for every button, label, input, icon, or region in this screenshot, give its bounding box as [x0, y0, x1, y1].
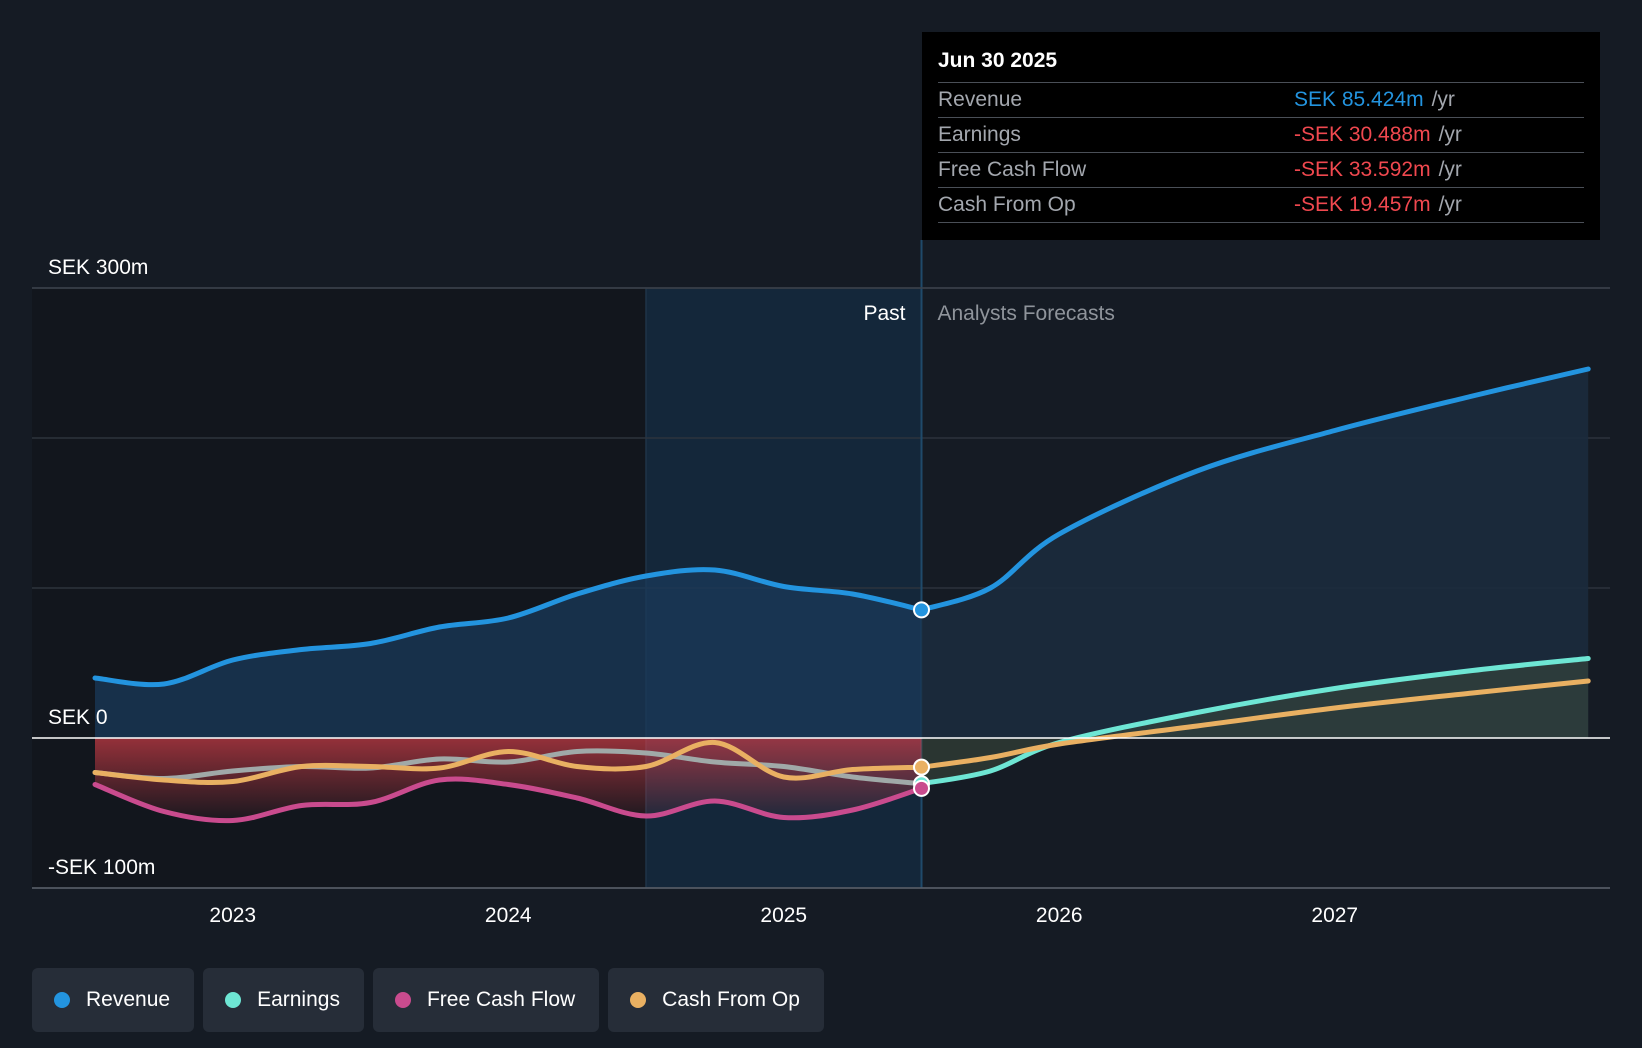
x-tick-label: 2023 — [209, 904, 256, 927]
tooltip-value: -SEK 33.592m — [1294, 158, 1431, 181]
free-cash-flow-past-line — [92, 776, 924, 824]
x-tick-label: 2024 — [485, 904, 532, 927]
free-cash-flow-dot-icon — [394, 992, 411, 1008]
tooltip-value: SEK 85.424m — [1294, 88, 1424, 111]
marker-layer — [913, 601, 930, 797]
cash-from-op-forecast-line — [919, 678, 1591, 770]
tooltip-label: Earnings — [938, 123, 1021, 146]
legend-label: Free Cash Flow — [426, 988, 576, 1011]
tooltip-panel: Jun 30 2025 Revenue SEK 85.424m /yr Earn… — [922, 32, 1600, 240]
x-tick-label: 2027 — [1311, 904, 1358, 927]
tooltip-date: Jun 30 2025 — [938, 46, 1584, 83]
earnings-dot-icon — [225, 992, 242, 1008]
legend-label: Earnings — [257, 988, 340, 1011]
legend-item-revenue[interactable]: Revenue — [32, 968, 195, 1032]
free-cash-flow-marker — [913, 779, 930, 797]
revenue-forecast-line — [919, 366, 1591, 613]
cash-from-op-past-line — [92, 739, 924, 785]
y-tick-label: -SEK 100m — [48, 856, 155, 879]
legend-label: Cash From Op — [662, 988, 800, 1011]
tooltip-unit: /yr — [1438, 193, 1462, 216]
tooltip-unit: /yr — [1438, 158, 1462, 181]
tooltip-label: Revenue — [938, 88, 1023, 111]
tooltip-row-earnings: Earnings -SEK 30.488m /yr — [938, 118, 1584, 153]
tooltip-row-cash-from-op: Cash From Op -SEK 19.457m /yr — [938, 188, 1584, 223]
legend-item-free-cash-flow[interactable]: Free Cash Flow — [372, 968, 600, 1032]
past-label: Past — [863, 302, 905, 325]
revenue-past-area — [95, 569, 922, 738]
tooltip-unit: /yr — [1431, 88, 1455, 111]
earnings-past-line — [92, 748, 924, 787]
legend-label: Revenue — [86, 988, 171, 1011]
revenue-marker — [913, 601, 930, 619]
tooltip-value: -SEK 19.457m — [1294, 193, 1431, 216]
tooltip-label: Cash From Op — [938, 193, 1076, 216]
axis-layer: SEK 300m SEK 0 -SEK 100m 2023 2024 2025 2026 20… — [32, 256, 1610, 927]
tooltip-row-free-cash-flow: Free Cash Flow -SEK 33.592m /yr — [938, 153, 1584, 188]
x-tick-label: 2025 — [760, 904, 807, 927]
y-tick-label: SEK 0 — [48, 706, 108, 729]
x-tick-label: 2026 — [1036, 904, 1083, 927]
y-tick-label: SEK 300m — [48, 256, 148, 279]
earnings-forecast-line — [919, 656, 1591, 787]
cash-from-op-dot-icon — [630, 992, 647, 1008]
revenue-past-line — [92, 567, 924, 688]
tooltip-label: Free Cash Flow — [938, 158, 1087, 181]
earnings-forecast-area — [921, 658, 1589, 784]
cash-from-op-marker — [913, 758, 930, 776]
legend-item-cash-from-op[interactable]: Cash From Op — [608, 968, 824, 1032]
legend: Revenue Earnings Free Cash Flow Cash Fro… — [32, 968, 824, 1032]
tooltip-row-revenue: Revenue SEK 85.424m /yr — [938, 83, 1584, 118]
forecast-label: Analysts Forecasts — [938, 302, 1115, 325]
legend-item-earnings[interactable]: Earnings — [203, 968, 364, 1032]
tooltip-unit: /yr — [1438, 123, 1462, 146]
series-lines — [92, 366, 1591, 824]
revenue-dot-icon — [54, 992, 70, 1008]
tooltip-value: -SEK 30.488m — [1294, 123, 1431, 146]
series-areas — [95, 369, 1589, 821]
revenue-forecast-area — [921, 369, 1589, 738]
